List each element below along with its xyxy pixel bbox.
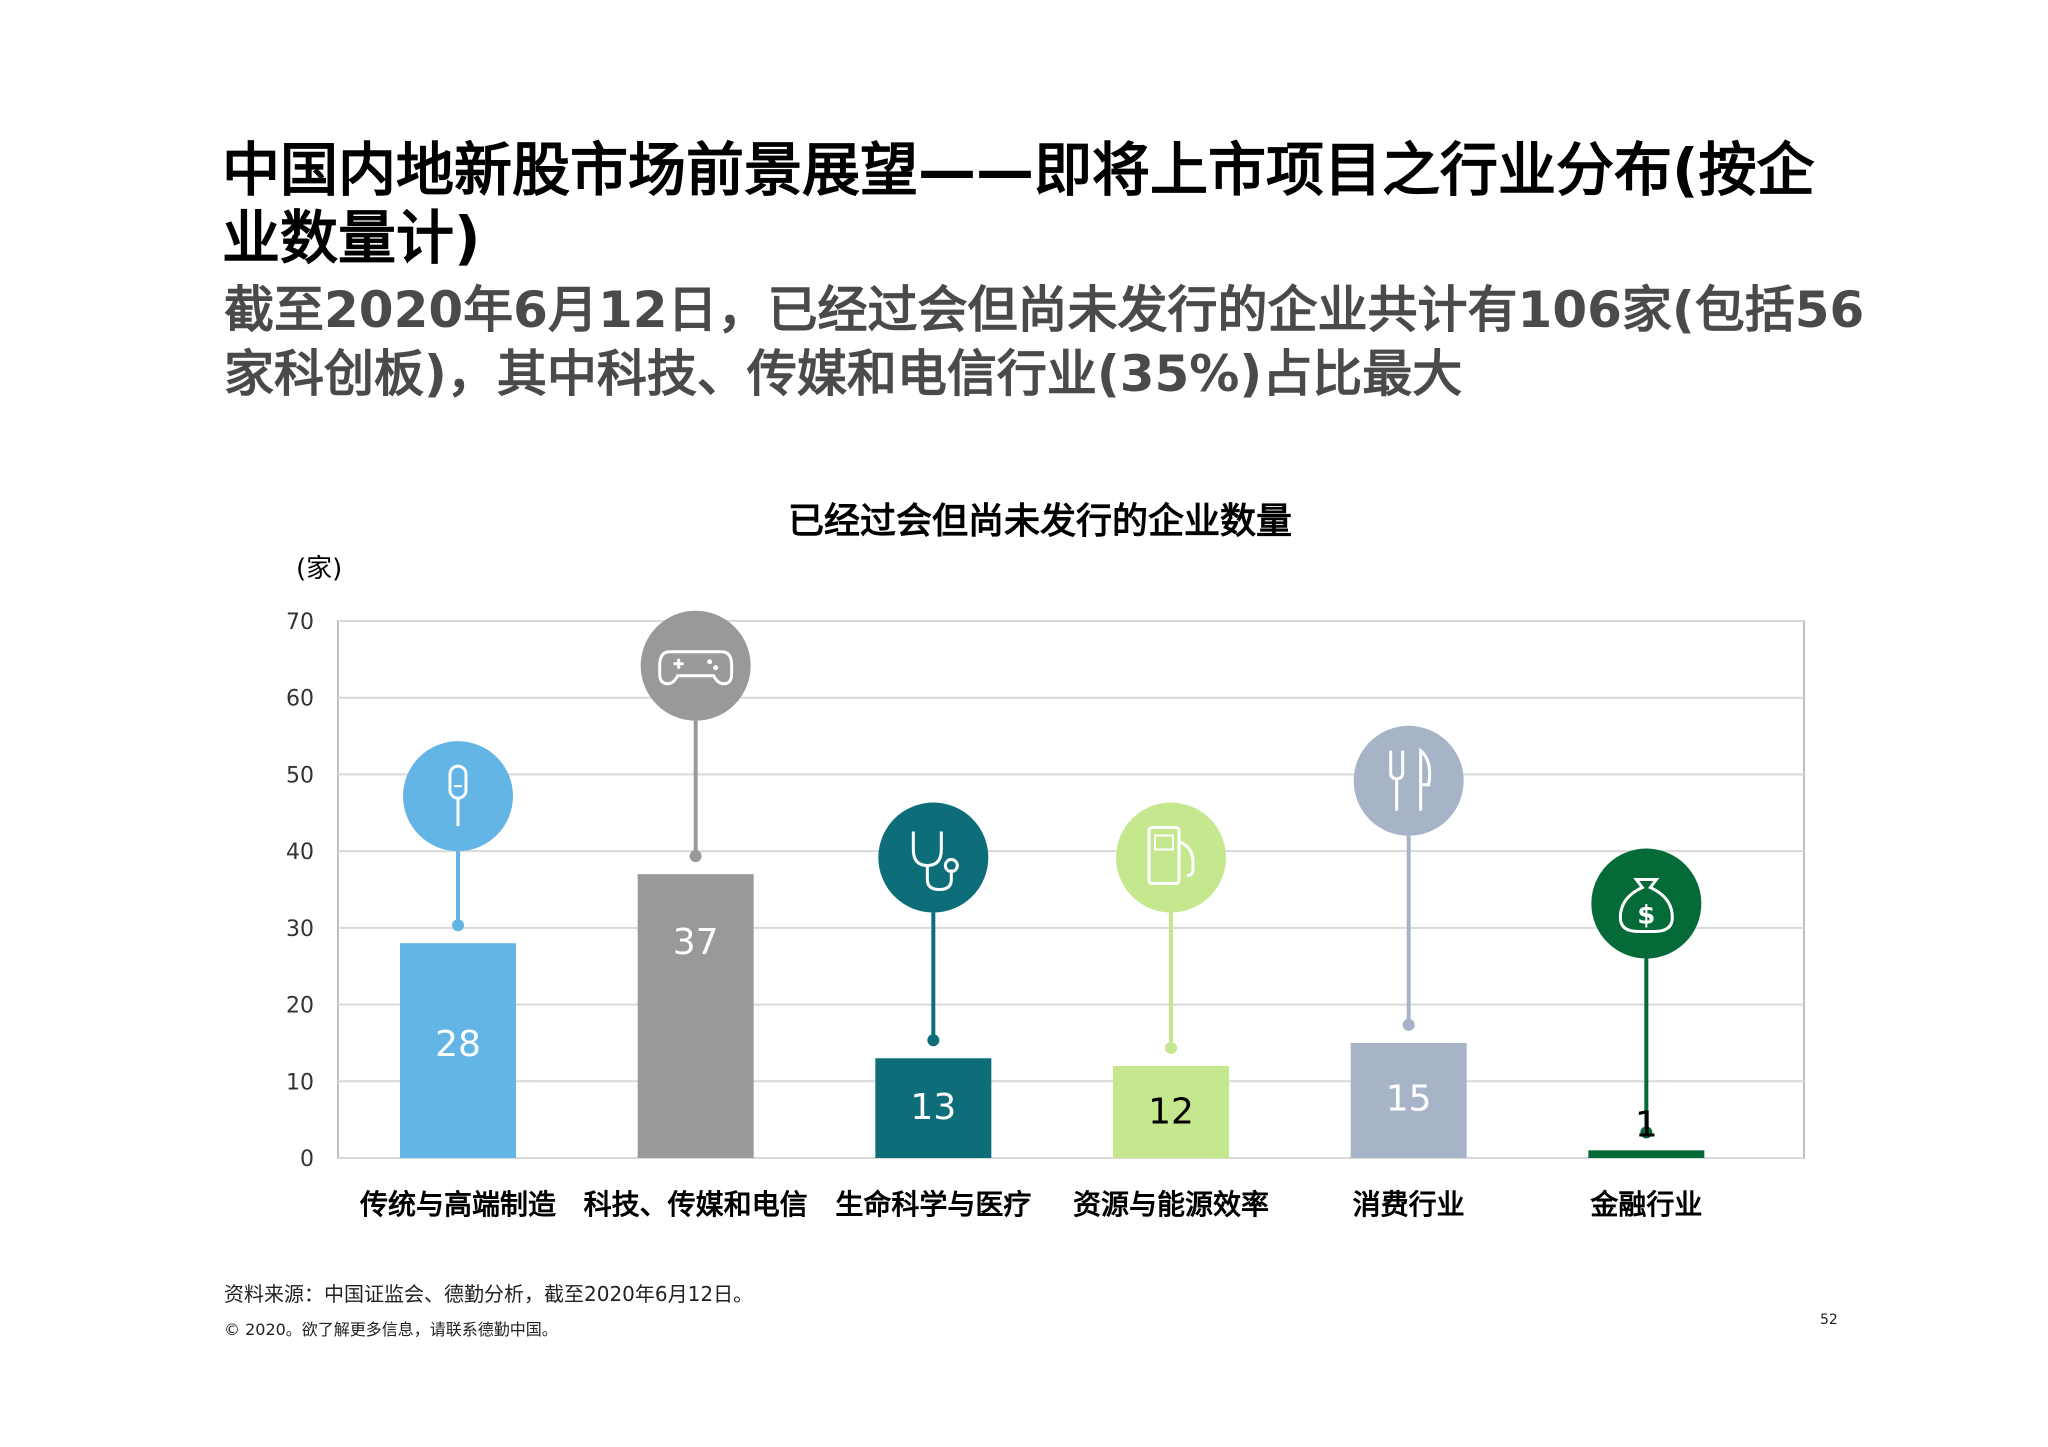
- icon-part: $: [1637, 901, 1655, 931]
- pin-dot: [927, 1034, 940, 1047]
- x-category-label: 资源与能源效率: [1073, 1188, 1269, 1221]
- data-label: 28: [435, 1024, 481, 1065]
- category-icon-badge: [1591, 848, 1702, 959]
- category-icon-badge: [878, 802, 989, 913]
- x-category-label: 金融行业: [1589, 1188, 1702, 1221]
- bar: [1588, 1150, 1705, 1158]
- y-axis-unit: (家): [296, 554, 343, 584]
- y-tick-label: 20: [286, 994, 314, 1019]
- y-tick-label: 60: [286, 687, 314, 712]
- screwdriver-icon: [448, 764, 468, 827]
- bar: [1113, 1065, 1229, 1158]
- y-tick-label: 30: [286, 917, 314, 942]
- stethoscope-icon: [911, 831, 959, 892]
- icon-part: [658, 650, 734, 686]
- bar: [400, 943, 516, 1158]
- fuel-pump-icon: [1147, 826, 1195, 886]
- bar: [1350, 1042, 1467, 1158]
- data-label: 13: [910, 1087, 956, 1128]
- icon-part: [1618, 878, 1674, 934]
- icon-part: [1419, 747, 1432, 811]
- icon-part: [1154, 834, 1174, 851]
- icon-part: [713, 665, 719, 671]
- data-label: 15: [1386, 1079, 1432, 1120]
- pin-dot: [689, 850, 702, 863]
- x-category-label: 科技、传媒和电信: [584, 1188, 808, 1221]
- y-tick-label: 0: [300, 1147, 314, 1172]
- fork-knife-icon: [1389, 747, 1432, 811]
- pin-dot: [1640, 1126, 1653, 1139]
- icon-part: [911, 831, 943, 868]
- gamepad-icon: [658, 650, 734, 686]
- page-title: 中国内地新股市场前景展望——即将上市项目之行业分布(按企业数量计): [222, 136, 1815, 272]
- y-tick-label: 50: [286, 763, 314, 788]
- category-icon-badge: [640, 610, 751, 721]
- x-category-label: 传统与高端制造: [359, 1188, 556, 1221]
- money-bag-icon: $: [1618, 878, 1674, 934]
- x-category-label: 消费行业: [1353, 1188, 1465, 1221]
- copyright-note: © 2020。欲了解更多信息，请联系德勤中国。: [224, 1320, 558, 1339]
- source-note: 资料来源：中国证监会、德勤分析，截至2020年6月12日。: [224, 1282, 754, 1306]
- y-tick-label: 10: [286, 1070, 314, 1095]
- icon-part: [1147, 826, 1181, 886]
- icon-part: [1389, 750, 1405, 811]
- icon-part: [707, 659, 713, 665]
- page-number: 52: [1820, 1312, 1838, 1328]
- data-label: 37: [673, 922, 719, 963]
- page-subtitle: 截至2020年6月12日，已经过会但尚未发行的企业共计有106家(包括56家科创…: [224, 281, 1865, 403]
- y-tick-label: 40: [286, 840, 314, 865]
- chart-title: 已经过会但尚未发行的企业数量: [787, 501, 1292, 542]
- icon-part: [925, 865, 953, 892]
- pin-dot: [1402, 1018, 1415, 1031]
- data-label: 1: [1635, 1104, 1658, 1145]
- pin-dot: [452, 919, 464, 932]
- data-label: 12: [1148, 1091, 1194, 1132]
- bar: [875, 1058, 992, 1158]
- plot-frame: [337, 620, 1805, 1159]
- icon-part: [943, 858, 959, 874]
- category-icon-badge: [1116, 802, 1226, 913]
- y-tick-label: 70: [286, 610, 314, 635]
- icon-part: [1178, 840, 1195, 878]
- pin-dot: [1165, 1041, 1177, 1054]
- bar: [637, 874, 754, 1158]
- category-icon-badge: [1353, 725, 1464, 836]
- x-category-label: 生命科学与医疗: [835, 1188, 1031, 1221]
- category-icon-badge: [403, 741, 513, 852]
